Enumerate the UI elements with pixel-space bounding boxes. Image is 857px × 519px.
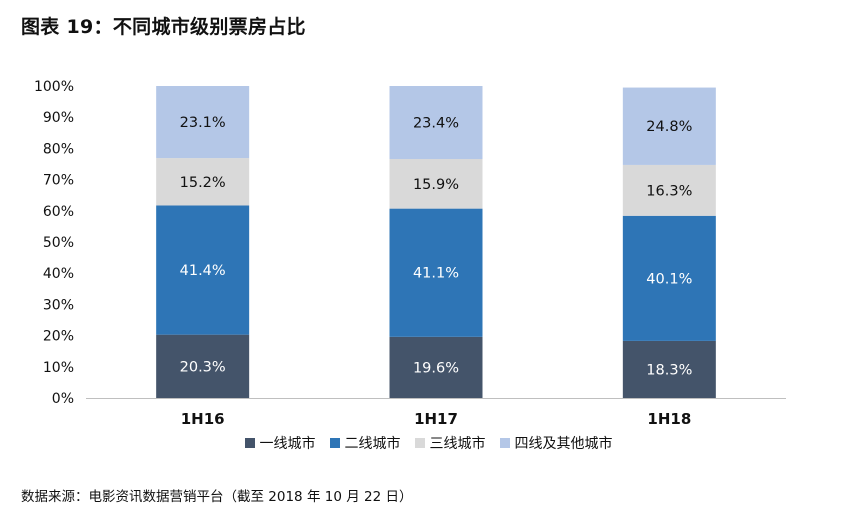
x-tick-label: 1H17 [414, 410, 458, 428]
bar-segment [622, 164, 716, 216]
y-tick-label: 60% [43, 204, 74, 220]
data-label: 20.3% [180, 359, 226, 375]
bar-segment [389, 159, 483, 209]
x-tick-label: 1H16 [181, 410, 225, 428]
legend-item-tier1: 一线城市 [244, 433, 316, 453]
bar-segment [389, 336, 483, 398]
legend-label-tier2: 二线城市 [344, 436, 401, 452]
bar-segment [156, 334, 250, 398]
y-tick-label: 20% [43, 329, 74, 345]
y-tick-label: 50% [43, 235, 74, 251]
y-tick-label: 30% [43, 297, 74, 313]
data-label: 19.6% [413, 360, 459, 376]
legend-label-tier4: 四线及其他城市 [514, 436, 613, 452]
y-tick-label: 70% [43, 173, 74, 189]
y-tick-label: 80% [43, 141, 74, 157]
data-label: 18.3% [646, 362, 692, 378]
legend-swatch-tier1 [244, 438, 255, 448]
y-tick-label: 10% [43, 360, 74, 376]
legend-swatch-tier3 [414, 438, 425, 448]
x-tick-label: 1H18 [647, 410, 691, 428]
data-label: 41.1% [413, 266, 459, 282]
legend-swatch-tier2 [329, 438, 340, 448]
legend-item-tier4: 四线及其他城市 [499, 433, 613, 453]
y-tick-label: 40% [43, 266, 74, 282]
y-tick-label: 0% [52, 391, 74, 407]
data-label: 15.9% [413, 177, 459, 193]
stacked-bar-chart: 0% 10% 20% 30% 40% 50% 60% 70% 80% 90% 100% 20.3% 41… [34, 79, 786, 428]
bar-segment [622, 215, 716, 341]
chart-legend: 一线城市 二线城市 三线城市 四线及其他城市 [0, 433, 857, 453]
data-label: 24.8% [646, 119, 692, 135]
data-label: 16.3% [646, 183, 692, 199]
bar-segment [389, 208, 483, 337]
y-tick-label: 100% [34, 79, 74, 95]
bar-segment [622, 87, 716, 165]
legend-label-tier3: 三线城市 [429, 436, 486, 452]
bar-segment [622, 340, 716, 398]
data-label: 41.4% [180, 263, 226, 279]
y-tick-label: 90% [43, 110, 74, 126]
legend-label-tier1: 一线城市 [259, 436, 316, 452]
data-label: 23.4% [413, 116, 459, 132]
chart-title: 图表 19：不同城市级别票房占比 [21, 16, 306, 38]
data-label: 15.2% [180, 175, 226, 191]
bar-segment [156, 205, 250, 335]
legend-item-tier3: 三线城市 [414, 433, 486, 453]
bar-segment [389, 86, 483, 160]
bar-segment [156, 86, 250, 159]
legend-item-tier2: 二线城市 [329, 433, 401, 453]
legend-swatch-tier4 [499, 438, 510, 448]
source-note: 数据来源：电影资讯数据营销平台（截至 2018 年 10 月 22 日） [21, 489, 413, 505]
data-label: 40.1% [646, 271, 692, 287]
data-label: 23.1% [180, 115, 226, 131]
bar-segment [156, 158, 250, 206]
